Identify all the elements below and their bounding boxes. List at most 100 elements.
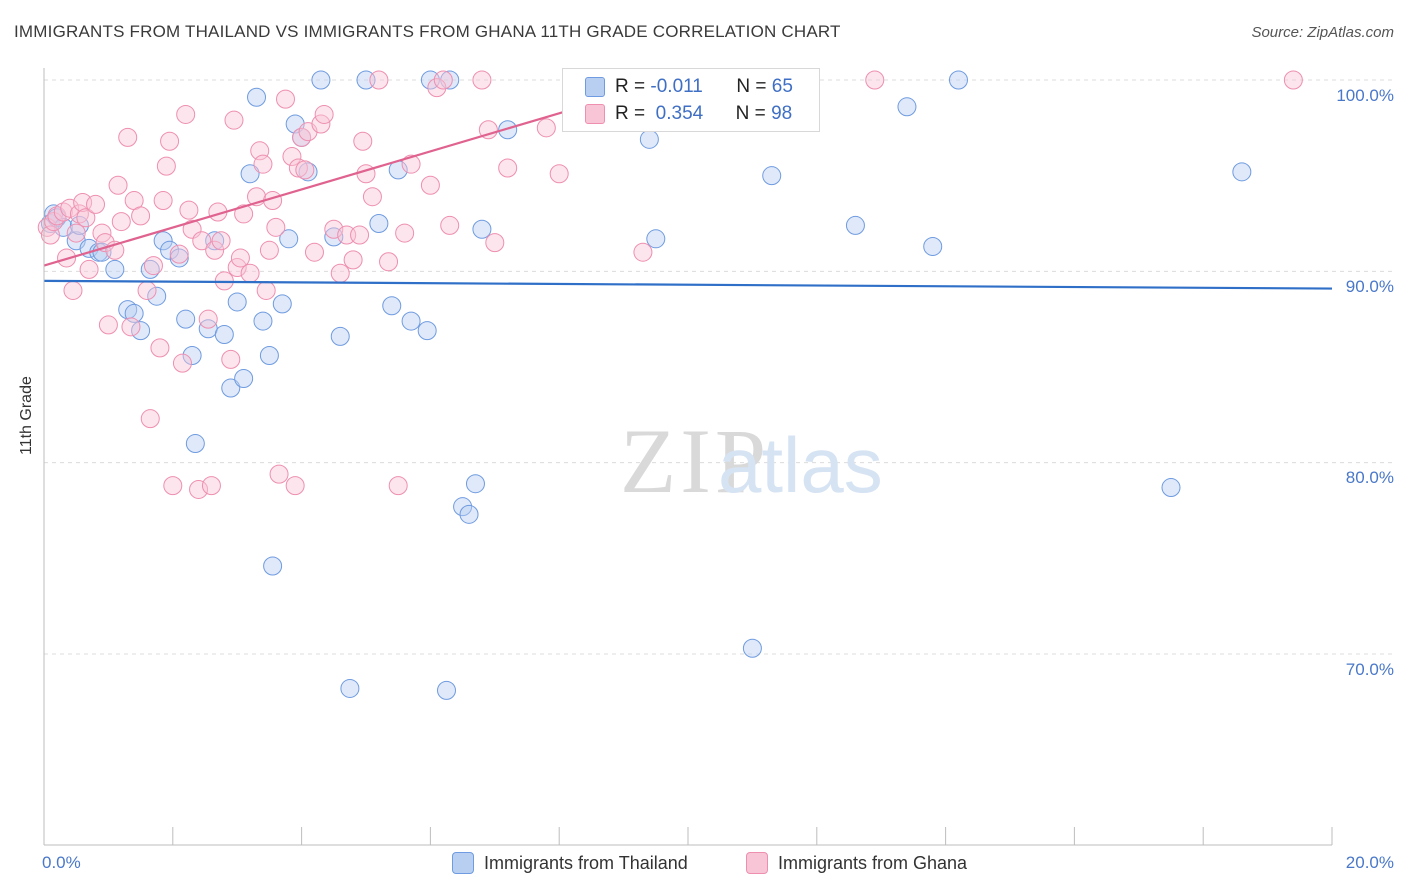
ghana-point bbox=[108, 175, 128, 195]
thailand-point bbox=[205, 231, 225, 251]
ghana-point bbox=[60, 198, 80, 218]
ghana-point bbox=[98, 315, 118, 335]
y-axis-label: 11th Grade bbox=[18, 376, 35, 455]
thailand-point bbox=[923, 236, 943, 256]
ghana-point bbox=[131, 206, 151, 226]
ghana-point bbox=[388, 476, 408, 496]
thailand-point bbox=[259, 346, 279, 366]
ghana-point bbox=[369, 70, 389, 90]
ghana-point bbox=[143, 256, 163, 276]
ghana-point bbox=[86, 194, 106, 214]
ghana-legend-label: Immigrants from Ghana bbox=[778, 852, 968, 873]
ghana-point bbox=[172, 353, 192, 373]
x-tick-label: 20.0% bbox=[1345, 853, 1394, 872]
thailand-point bbox=[298, 162, 318, 182]
ghana-point bbox=[314, 104, 334, 124]
ghana-point bbox=[189, 479, 209, 499]
stats-legend: R = -0.011 N = 65 R = 0.354 N = 98 bbox=[562, 68, 820, 132]
thailand-point bbox=[646, 229, 666, 249]
ghana-point bbox=[865, 70, 885, 90]
ghana-point bbox=[150, 338, 170, 358]
thailand-point bbox=[1161, 478, 1181, 498]
thailand-point bbox=[897, 97, 917, 117]
ghana-legend-swatch bbox=[746, 852, 768, 874]
ghana-point bbox=[633, 242, 653, 262]
ghana-point bbox=[330, 263, 350, 283]
thailand-point bbox=[240, 164, 260, 184]
ghana-point bbox=[221, 349, 241, 369]
ghana-point bbox=[256, 280, 276, 300]
thailand-point bbox=[131, 321, 151, 341]
ghana-point bbox=[66, 223, 86, 243]
thailand-n-value: 65 bbox=[771, 76, 793, 97]
ghana-point bbox=[536, 118, 556, 138]
thailand-point bbox=[459, 504, 479, 524]
ghana-point bbox=[44, 212, 64, 232]
thailand-point bbox=[845, 215, 865, 235]
thailand-legend-swatch bbox=[452, 852, 474, 874]
ghana-point bbox=[160, 131, 180, 151]
ghana-point bbox=[111, 212, 131, 232]
r-label: R = bbox=[615, 76, 646, 97]
thailand-point bbox=[948, 70, 968, 90]
ghana-point bbox=[353, 131, 373, 151]
ghana-point bbox=[337, 225, 357, 245]
watermark-zip: ZIP bbox=[620, 410, 770, 512]
ghana-point bbox=[240, 263, 260, 283]
ghana-point bbox=[498, 158, 518, 178]
thailand-point bbox=[253, 311, 273, 331]
y-tick-label: 100.0% bbox=[1336, 86, 1394, 105]
y-tick-label: 90.0% bbox=[1345, 277, 1394, 296]
thailand-point bbox=[465, 474, 485, 494]
ghana-point bbox=[179, 200, 199, 220]
ghana-point bbox=[350, 225, 370, 245]
ghana-point bbox=[433, 70, 453, 90]
thailand-point bbox=[214, 324, 234, 344]
ghana-point bbox=[121, 317, 141, 337]
thailand-point bbox=[69, 215, 89, 235]
legend-item-ghana[interactable]: Immigrants from Ghana bbox=[746, 852, 967, 874]
thailand-point bbox=[762, 166, 782, 186]
y-tick-label: 70.0% bbox=[1345, 660, 1394, 679]
thailand-point bbox=[263, 556, 283, 576]
legend-item-thailand[interactable]: Immigrants from Thailand bbox=[452, 852, 688, 874]
chart-title: IMMIGRANTS FROM THAILAND VS IMMIGRANTS F… bbox=[14, 22, 841, 41]
thailand-point bbox=[472, 219, 492, 239]
ghana-point bbox=[230, 248, 250, 268]
thailand-trend-line bbox=[43, 279, 1333, 290]
thailand-point bbox=[369, 214, 389, 233]
thailand-point bbox=[639, 129, 659, 149]
ghana-point bbox=[549, 164, 569, 184]
thailand-point bbox=[140, 259, 160, 279]
ghana-point bbox=[266, 217, 286, 237]
watermark-atlas: atlas bbox=[718, 421, 883, 509]
ghana-point bbox=[79, 259, 99, 279]
ghana-point bbox=[1283, 70, 1303, 90]
thailand-point bbox=[498, 120, 518, 140]
legend-row-thailand: R = -0.011 N = 65 bbox=[585, 75, 793, 99]
thailand-point bbox=[247, 87, 267, 107]
ghana-point bbox=[163, 476, 183, 496]
ghana-n-value: 98 bbox=[771, 103, 793, 124]
ghana-point bbox=[140, 409, 160, 429]
ghana-point bbox=[440, 215, 460, 235]
ghana-point bbox=[472, 70, 492, 90]
n-label: N = bbox=[736, 76, 767, 97]
ghana-point bbox=[224, 110, 244, 130]
thailand-point bbox=[153, 231, 173, 251]
thailand-point bbox=[234, 368, 254, 388]
ghana-point bbox=[285, 476, 305, 496]
ghana-point bbox=[288, 158, 308, 178]
ghana-point bbox=[153, 191, 173, 211]
thailand-legend-label: Immigrants from Thailand bbox=[484, 852, 688, 873]
ghana-point bbox=[401, 154, 421, 174]
thailand-point bbox=[420, 70, 440, 90]
thailand-point bbox=[221, 378, 241, 398]
thailand-swatch bbox=[585, 77, 605, 97]
thailand-point bbox=[272, 294, 292, 314]
ghana-point bbox=[379, 252, 399, 272]
thailand-point bbox=[401, 311, 421, 331]
ghana-r-value: 0.354 bbox=[655, 103, 704, 124]
thailand-point bbox=[160, 240, 180, 260]
